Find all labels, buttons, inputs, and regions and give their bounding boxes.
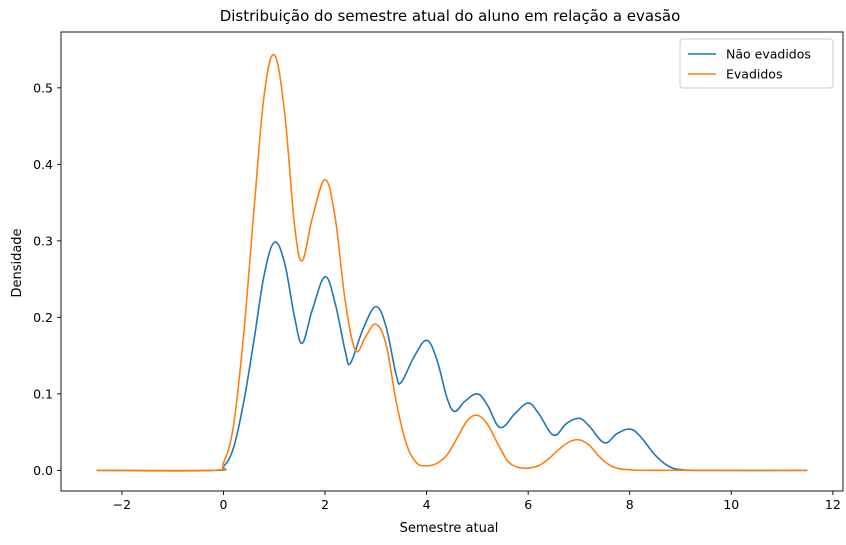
x-tick-label: −2 (113, 497, 131, 512)
y-axis-label: Densidade (10, 228, 25, 297)
y-tick-label: 0.3 (33, 233, 53, 248)
y-tick-label: 0.0 (33, 463, 53, 478)
legend-label-1: Não evadidos (726, 47, 811, 62)
y-tick-label: 0.1 (33, 386, 53, 401)
x-tick-label: 8 (626, 497, 634, 512)
chart-title: Distribuição do semestre atual do aluno … (220, 7, 681, 25)
plot-area: −2 0 2 4 6 8 10 12 0.0 0.1 0.2 0.3 0.4 0.5 (33, 31, 844, 512)
legend: Não evadidos Evadidos (679, 38, 834, 89)
x-axis-label: Semestre atual (400, 521, 499, 536)
legend-label-2: Evadidos (726, 67, 782, 82)
series-line-2 (96, 53, 808, 472)
axes-frame (60, 31, 844, 492)
y-tick-label: 0.4 (33, 157, 53, 172)
x-tick-label: 2 (321, 497, 329, 512)
y-tick-label: 0.2 (33, 310, 53, 325)
x-tick-label: 6 (524, 497, 532, 512)
x-tick-label: 4 (423, 497, 431, 512)
x-tick-label: 0 (220, 497, 228, 512)
series-line-1 (96, 241, 808, 472)
x-tick-label: 10 (723, 497, 739, 512)
x-tick-label: 12 (825, 497, 841, 512)
y-tick-label: 0.5 (33, 80, 53, 95)
legend-box (679, 38, 834, 89)
